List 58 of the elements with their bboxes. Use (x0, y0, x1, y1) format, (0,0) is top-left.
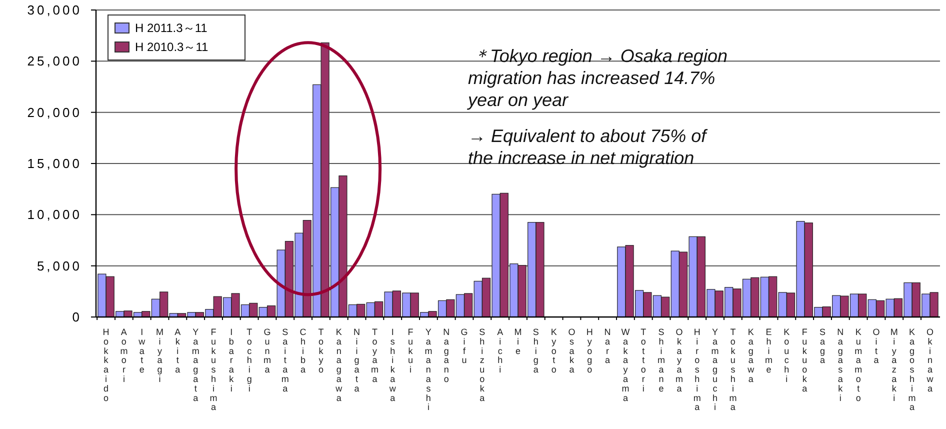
x-tick-label: Yamagata (192, 327, 200, 403)
x-tick-label: Miyazaki (890, 327, 898, 403)
x-tick-label: Wakayama (621, 327, 630, 403)
x-tick-label: Shizuoka (479, 327, 486, 403)
x-tick-label: Chiba (300, 327, 307, 375)
x-tick-label: Kumamoto (854, 327, 862, 403)
y-tick-label: 20,000 (27, 104, 82, 120)
category-label: Tokushima (729, 327, 737, 412)
x-tick-label: Mie (514, 327, 522, 356)
x-tick-label: Okayama (675, 327, 683, 394)
x-tick-label: Ishikawa (388, 327, 396, 403)
x-tick-label: Nagano (443, 327, 450, 384)
category-label: Hiroshima (693, 327, 701, 412)
y-tick-label: 25,000 (27, 54, 82, 69)
x-tick-label: Hokkaido (102, 327, 110, 403)
y-tick-label: 30,000 (27, 2, 82, 18)
x-tick-label: Hyogo (586, 327, 593, 375)
x-tick-label: Kagawa (746, 327, 755, 384)
annotation: → Equivalent to about 75% of the increase in net migration (468, 126, 708, 168)
x-tick-label: Gunma (263, 327, 271, 375)
x-tick-label: Tottori (640, 327, 647, 394)
x-tick-label: Oita (872, 327, 880, 366)
x-tick-label: Ibaraki (228, 327, 234, 394)
x-tick-label: Shiga (532, 327, 539, 375)
x-tick-label: Nagasaki (837, 327, 844, 403)
x-tick-label: Akita (174, 327, 181, 375)
category-label: Yamaguchi (711, 327, 719, 412)
x-tick-label: Saitama (281, 327, 289, 394)
legend-label: H 2010.3～11 (135, 40, 208, 54)
category-label: Yamanashi (424, 327, 432, 412)
x-tick-label: Kanagawa (334, 327, 343, 403)
x-tick-label: Kouchi (784, 327, 790, 384)
x-tick-label: Miyagi (156, 327, 164, 384)
y-tick-label: 15,000 (27, 156, 82, 172)
x-tick-label: Ehime (765, 327, 773, 375)
x-tick-label: Saga (819, 327, 826, 366)
legend-label: H 2011.3～11 (135, 21, 208, 36)
x-tick-label: Tochigi (246, 327, 253, 394)
category-label: Fukushima (210, 327, 218, 412)
annotation: ＊Tokyo region → Osaka region migration has increased 14.7% year on year (466, 46, 728, 110)
x-tick-label: Aomori (120, 327, 128, 384)
x-tick-label: Shimane (658, 327, 666, 394)
y-tick-label: 5,000 (36, 258, 82, 274)
x-tick-label: Kyoto (550, 327, 557, 375)
category-label: Kagoshima (908, 327, 916, 412)
x-tick-label: Iwate (138, 327, 146, 375)
x-tick-label: Fukui (408, 327, 414, 375)
y-tick-label: 10,000 (27, 207, 82, 222)
x-tick-label: Osaka (568, 327, 576, 375)
x-tick-label: Okinawa (926, 327, 934, 394)
x-tick-label: Niigata (354, 327, 360, 394)
x-tick-label: Nara (604, 327, 611, 366)
x-tick-label: Toyama (370, 327, 378, 384)
x-tick-label: Gifu (460, 327, 468, 366)
x-tick-label: Tokyo (318, 327, 324, 375)
x-tick-label: Aichi (497, 327, 504, 375)
y-tick-label: 0 (72, 310, 82, 325)
x-tick-label: Fukuoka (802, 327, 808, 394)
